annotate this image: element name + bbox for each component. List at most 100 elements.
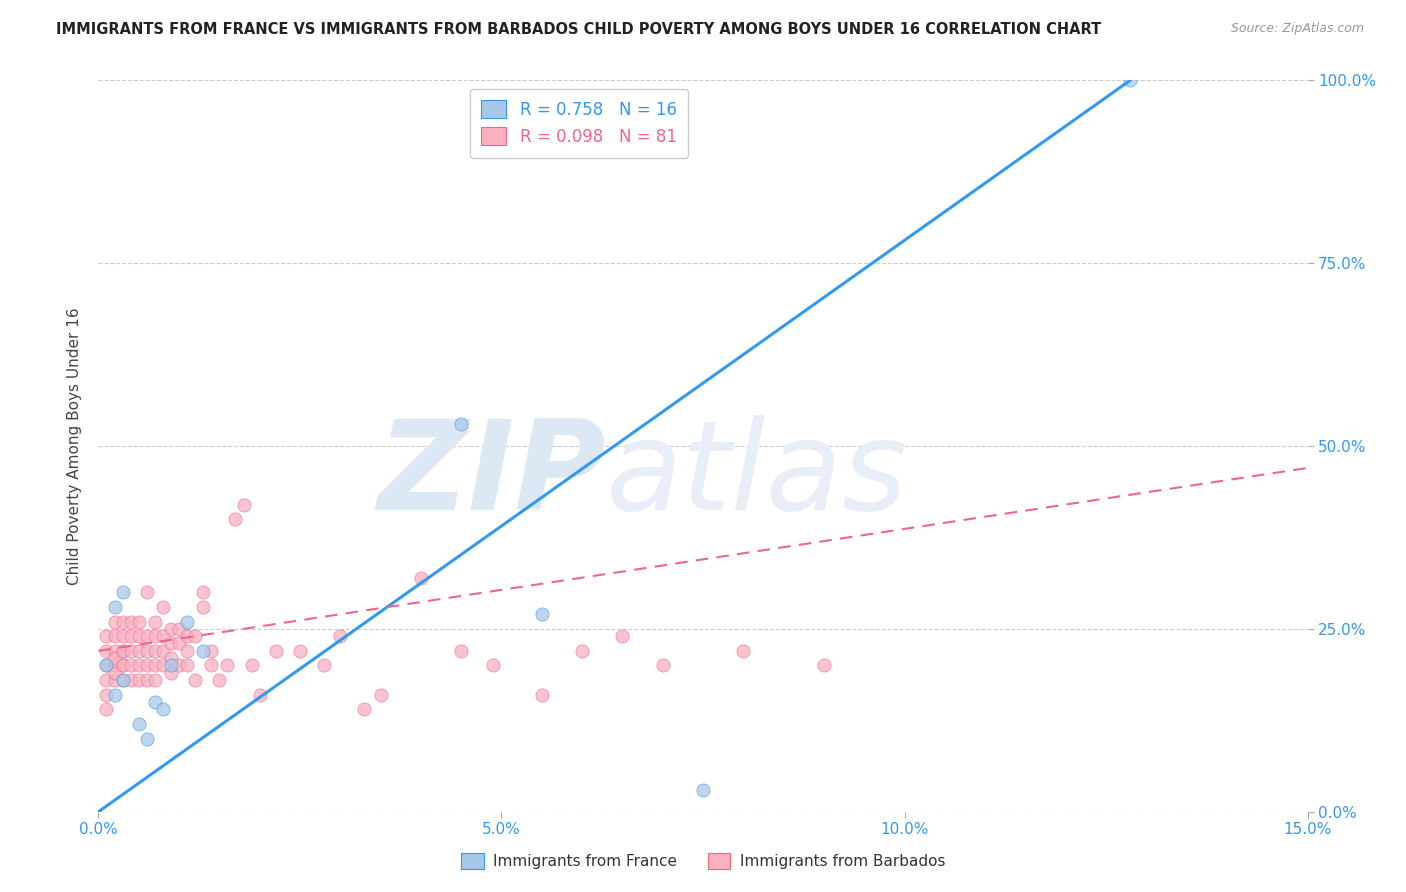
Point — [120, 629, 142, 643]
Point — [612, 629, 634, 643]
Point — [353, 702, 375, 716]
Point — [167, 658, 190, 673]
Point — [143, 695, 166, 709]
Point — [103, 651, 125, 665]
Point — [120, 673, 142, 687]
Point — [692, 782, 714, 797]
Point — [103, 629, 125, 643]
Point — [128, 644, 150, 658]
Point — [193, 644, 215, 658]
Point — [143, 644, 166, 658]
Point — [160, 658, 183, 673]
Point — [813, 658, 835, 673]
Point — [152, 629, 174, 643]
Point — [167, 636, 190, 650]
Point — [96, 688, 118, 702]
Point — [160, 651, 183, 665]
Point — [96, 658, 118, 673]
Text: Source: ZipAtlas.com: Source: ZipAtlas.com — [1230, 22, 1364, 36]
Point — [176, 644, 198, 658]
Point — [288, 644, 311, 658]
Point — [160, 636, 183, 650]
Point — [200, 644, 222, 658]
Point — [96, 629, 118, 643]
Point — [120, 658, 142, 673]
Point — [135, 644, 157, 658]
Point — [96, 644, 118, 658]
Point — [111, 673, 134, 687]
Point — [176, 658, 198, 673]
Text: IMMIGRANTS FROM FRANCE VS IMMIGRANTS FROM BARBADOS CHILD POVERTY AMONG BOYS UNDE: IMMIGRANTS FROM FRANCE VS IMMIGRANTS FRO… — [56, 22, 1101, 37]
Point — [217, 658, 239, 673]
Point — [208, 673, 231, 687]
Point — [96, 702, 118, 716]
Point — [249, 688, 271, 702]
Point — [530, 688, 553, 702]
Point — [135, 658, 157, 673]
Point — [184, 673, 207, 687]
Point — [128, 615, 150, 629]
Point — [530, 607, 553, 622]
Point — [103, 615, 125, 629]
Point — [103, 673, 125, 687]
Point — [482, 658, 505, 673]
Point — [96, 658, 118, 673]
Point — [193, 585, 215, 599]
Point — [152, 599, 174, 614]
Point — [160, 665, 183, 680]
Point — [176, 629, 198, 643]
Point — [103, 658, 125, 673]
Point — [120, 615, 142, 629]
Point — [111, 658, 134, 673]
Point — [184, 629, 207, 643]
Legend: R = 0.758   N = 16, R = 0.098   N = 81: R = 0.758 N = 16, R = 0.098 N = 81 — [470, 88, 688, 158]
Point — [370, 688, 392, 702]
Point — [143, 673, 166, 687]
Point — [135, 629, 157, 643]
Point — [143, 629, 166, 643]
Point — [103, 665, 125, 680]
Point — [103, 599, 125, 614]
Point — [111, 644, 134, 658]
Point — [96, 673, 118, 687]
Point — [111, 644, 134, 658]
Point — [143, 615, 166, 629]
Point — [103, 688, 125, 702]
Point — [264, 644, 287, 658]
Point — [143, 658, 166, 673]
Point — [193, 599, 215, 614]
Point — [111, 629, 134, 643]
Point — [128, 658, 150, 673]
Point — [409, 571, 432, 585]
Point — [314, 658, 336, 673]
Point — [160, 622, 183, 636]
Point — [1119, 73, 1142, 87]
Point — [111, 585, 134, 599]
Point — [450, 417, 472, 431]
Point — [232, 498, 254, 512]
Point — [120, 644, 142, 658]
Point — [111, 673, 134, 687]
Point — [128, 717, 150, 731]
Point — [176, 615, 198, 629]
Point — [733, 644, 755, 658]
Point — [152, 702, 174, 716]
Point — [450, 644, 472, 658]
Point — [571, 644, 593, 658]
Text: ZIP: ZIP — [378, 415, 606, 536]
Point — [152, 658, 174, 673]
Point — [200, 658, 222, 673]
Point — [128, 673, 150, 687]
Point — [152, 644, 174, 658]
Legend: Immigrants from France, Immigrants from Barbados: Immigrants from France, Immigrants from … — [454, 847, 952, 875]
Text: atlas: atlas — [606, 415, 908, 536]
Point — [111, 615, 134, 629]
Point — [111, 658, 134, 673]
Point — [224, 512, 246, 526]
Y-axis label: Child Poverty Among Boys Under 16: Child Poverty Among Boys Under 16 — [67, 307, 83, 585]
Point — [167, 622, 190, 636]
Point — [135, 585, 157, 599]
Point — [651, 658, 673, 673]
Point — [128, 629, 150, 643]
Point — [103, 644, 125, 658]
